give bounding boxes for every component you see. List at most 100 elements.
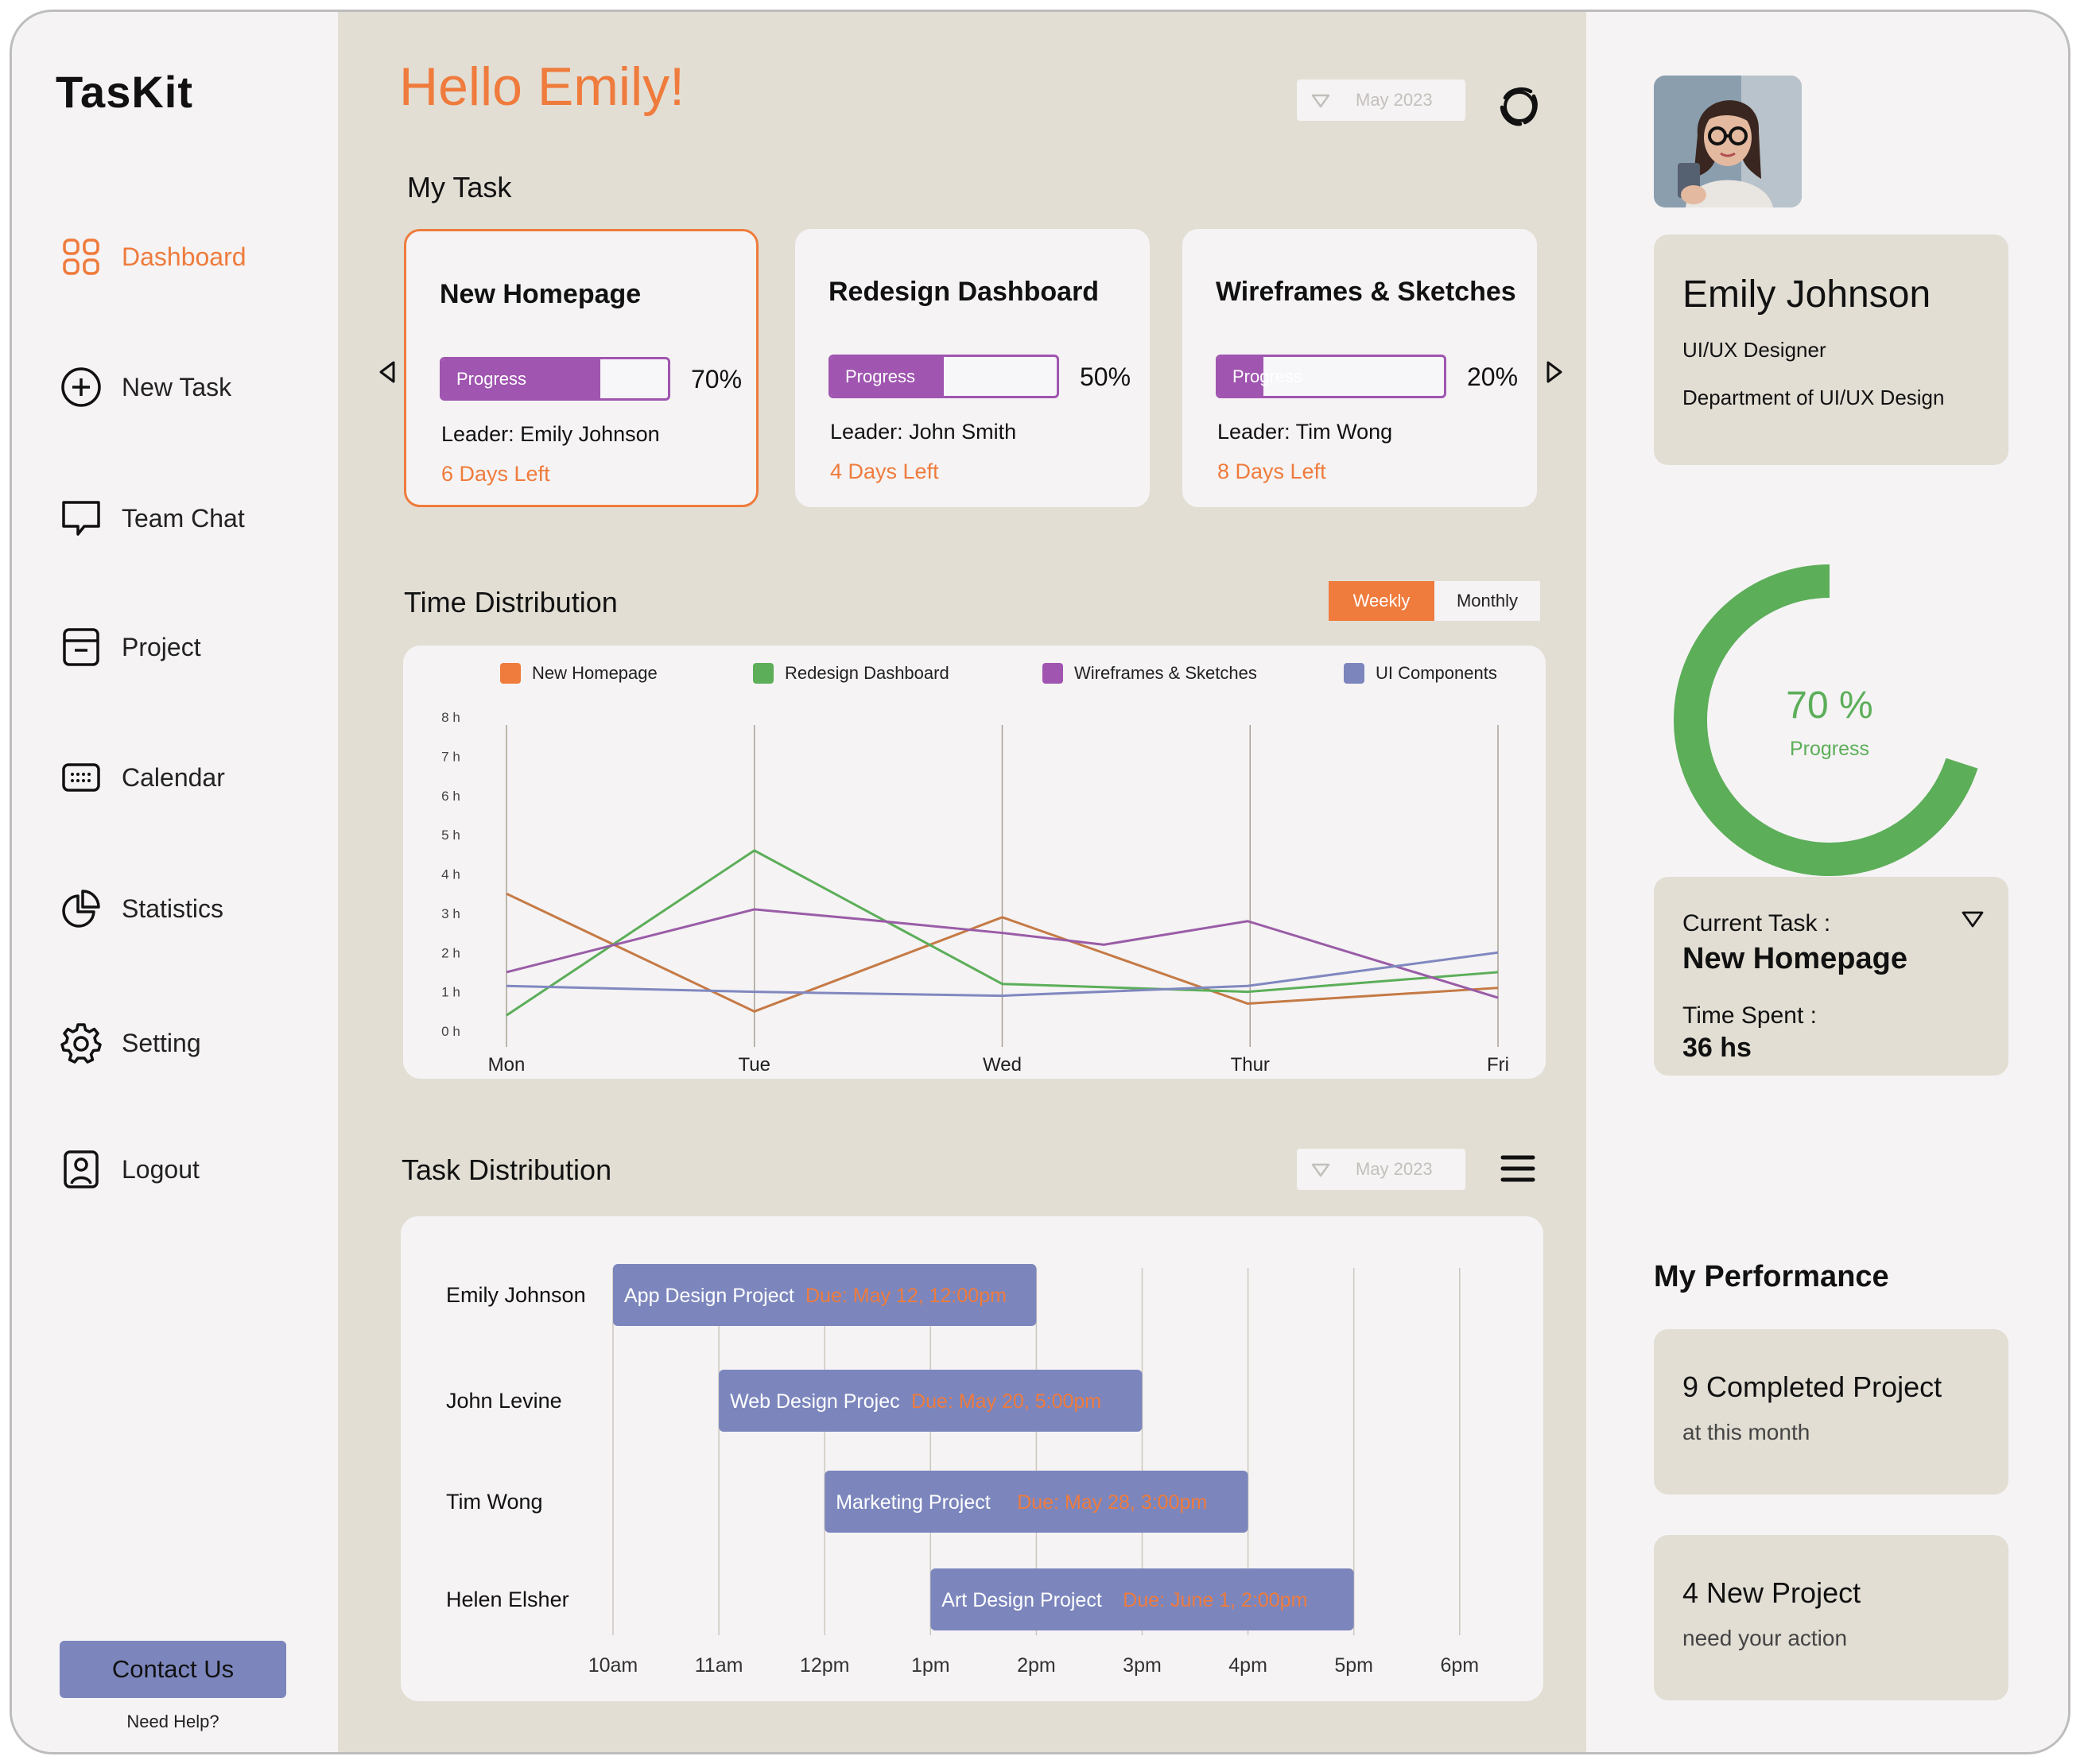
task-progress-label: Progress — [1232, 366, 1303, 386]
task-progress-fill — [442, 359, 600, 398]
sidebar-item-label: Setting — [122, 1028, 201, 1057]
task-card-title: New Homepage — [440, 279, 642, 309]
task-card-title: Redesign Dashboard — [829, 277, 1100, 307]
month-filter-value: May 2023 — [1356, 90, 1433, 110]
gantt-person-label: John Levine — [446, 1389, 562, 1413]
gantt-hour-label: 12pm — [800, 1654, 850, 1677]
y-tick-label: 8 h — [441, 710, 460, 725]
chevron-down-icon[interactable] — [1960, 907, 1985, 931]
sidebar-item-calendar[interactable]: Calendar — [58, 750, 225, 805]
gantt-task-due: Due: May 28, 3:00pm — [1017, 1491, 1207, 1514]
progress-ring-percent: 70 % — [1786, 684, 1873, 727]
performance-main: 9 Completed Project — [1682, 1370, 1942, 1403]
task-leader: Leader: Emily Johnson — [441, 422, 660, 446]
refresh-icon[interactable] — [1495, 82, 1544, 131]
y-tick-label: 1 h — [441, 985, 460, 1000]
current-task-name: New Homepage — [1682, 942, 1907, 975]
avatar[interactable] — [1654, 76, 1802, 207]
chevron-down-icon — [1310, 89, 1332, 111]
gantt-hour-label: 10am — [588, 1654, 638, 1677]
current-task-card: Current Task : New Homepage Time Spent :… — [1654, 877, 2008, 1076]
gantt-task-name: Marketing Project — [836, 1491, 991, 1514]
sidebar-item-new-task[interactable]: New Task — [58, 359, 231, 415]
task-progress-bar: Progress — [1216, 355, 1446, 398]
progress-ring: 70 % Progress — [1674, 564, 1985, 876]
gantt-task-bar[interactable]: App Design Project Due: May 12, 12:00pm — [613, 1264, 1037, 1326]
legend-label: New Homepage — [532, 663, 658, 683]
line-chart-canvas: Mon Tue Wed Thur Fri 0 h 1 h 2 h 3 h 4 h 5 h 6 h 7 h… — [441, 710, 1509, 1076]
contact-us-button[interactable]: Contact Us — [60, 1641, 286, 1698]
legend-item: Wireframes & Sketches — [1042, 663, 1257, 684]
task-progress-percent: 70% — [691, 365, 743, 394]
task-card[interactable]: Redesign Dashboard Progress 50% Leader: … — [795, 229, 1150, 507]
sidebar-item-label: Statistics — [122, 894, 224, 923]
month-filter-dropdown[interactable]: May 2023 — [1297, 79, 1465, 121]
sidebar-item-project[interactable]: Project — [58, 619, 201, 675]
gantt-hour-label: 1pm — [911, 1654, 950, 1677]
task-month-filter-dropdown[interactable]: May 2023 — [1297, 1149, 1465, 1190]
need-help-link[interactable]: Need Help? — [126, 1712, 219, 1731]
sidebar-item-label: Project — [122, 632, 201, 661]
dashboard-grid-icon — [58, 234, 104, 280]
task-card[interactable]: New Homepage Progress 70% Leader: Emily … — [404, 229, 759, 507]
progress-ring-fill — [1674, 564, 1978, 876]
sidebar-item-label: New Task — [122, 372, 232, 401]
gantt-task-bar[interactable]: Web Design Projec Due: May 20, 5:00pm — [719, 1370, 1143, 1432]
gantt-task-bar[interactable]: Marketing Project Due: May 28, 3:00pm — [825, 1471, 1248, 1533]
time-distribution-chart: New Homepage Redesign Dashboard Wirefram… — [403, 646, 1546, 1079]
task-progress-percent: 50% — [1080, 362, 1131, 391]
legend-label: UI Components — [1376, 663, 1497, 683]
gantt-task-bar[interactable]: Art Design Project Due: June 1, 2:00pm — [930, 1568, 1354, 1630]
weekly-toggle-button[interactable]: Weekly — [1329, 581, 1434, 621]
y-tick-label: 6 h — [441, 789, 460, 804]
performance-title: My Performance — [1654, 1260, 1889, 1293]
gantt-hour-label: 4pm — [1228, 1654, 1267, 1677]
profile-department: Department of UI/UX Design — [1682, 386, 1945, 409]
month-filter-value: May 2023 — [1356, 1159, 1433, 1179]
gantt-bar-rect — [613, 1264, 1037, 1326]
sidebar-item-team-chat[interactable]: Team Chat — [58, 490, 245, 546]
gantt-bar-rect — [930, 1568, 1354, 1630]
gantt-task-due: Due: May 12, 12:00pm — [805, 1285, 1007, 1307]
gantt-person-label: Tim Wong — [446, 1490, 543, 1514]
series-line — [506, 951, 1499, 998]
performance-card: 9 Completed Project at this month — [1654, 1329, 2008, 1495]
gantt-task-name: Web Design Projec — [730, 1390, 900, 1413]
main-content: Hello Emily! May 2023 My Task New Homepa… — [338, 12, 1586, 1752]
task-card[interactable]: Wireframes & Sketches Progress 20% Leade… — [1182, 229, 1537, 507]
y-tick-label: 3 h — [441, 906, 460, 921]
legend-item: New Homepage — [500, 663, 658, 684]
task-progress-percent: 20% — [1467, 362, 1519, 391]
series-line — [506, 892, 1499, 1013]
sidebar-item-statistics[interactable]: Statistics — [58, 881, 223, 936]
task-card-title: Wireframes & Sketches — [1216, 277, 1516, 307]
carousel-prev-icon[interactable] — [376, 359, 398, 385]
gantt-person-label: Helen Elsher — [446, 1588, 569, 1611]
x-tick-label: Wed — [983, 1054, 1022, 1076]
legend-swatch — [500, 663, 521, 684]
carousel-next-icon[interactable] — [1543, 359, 1566, 385]
sidebar-item-logout[interactable]: Logout — [58, 1142, 200, 1197]
x-tick-label: Thur — [1231, 1054, 1270, 1076]
task-leader: Leader: John Smith — [830, 420, 1017, 444]
legend-swatch — [753, 663, 774, 684]
sidebar: TasKit Dashboard New Task — [12, 12, 338, 1752]
task-progress-bar: Progress — [829, 355, 1059, 398]
y-tick-label: 5 h — [441, 828, 460, 843]
gantt-task-due: Due: May 20, 5:00pm — [911, 1390, 1101, 1413]
user-badge-icon — [58, 1146, 104, 1192]
sidebar-item-dashboard[interactable]: Dashboard — [58, 229, 246, 285]
progress-ring-arc — [1674, 564, 1978, 876]
page-title: Hello Emily! — [399, 56, 685, 117]
progress-ring-label: Progress — [1789, 738, 1870, 760]
gantt-hour-label: 11am — [695, 1654, 743, 1677]
task-progress-fill — [831, 357, 944, 396]
performance-main: 4 New Project — [1682, 1576, 1861, 1609]
task-days-left: 4 Days Left — [830, 459, 939, 483]
sidebar-item-setting[interactable]: Setting — [58, 1015, 201, 1071]
hamburger-menu-icon[interactable] — [1500, 1153, 1535, 1184]
task-distribution-title: Task Distribution — [402, 1153, 612, 1186]
gantt-bar-rect — [719, 1370, 1143, 1432]
monthly-toggle-button[interactable]: Monthly — [1434, 581, 1540, 621]
archive-box-icon — [58, 624, 104, 670]
